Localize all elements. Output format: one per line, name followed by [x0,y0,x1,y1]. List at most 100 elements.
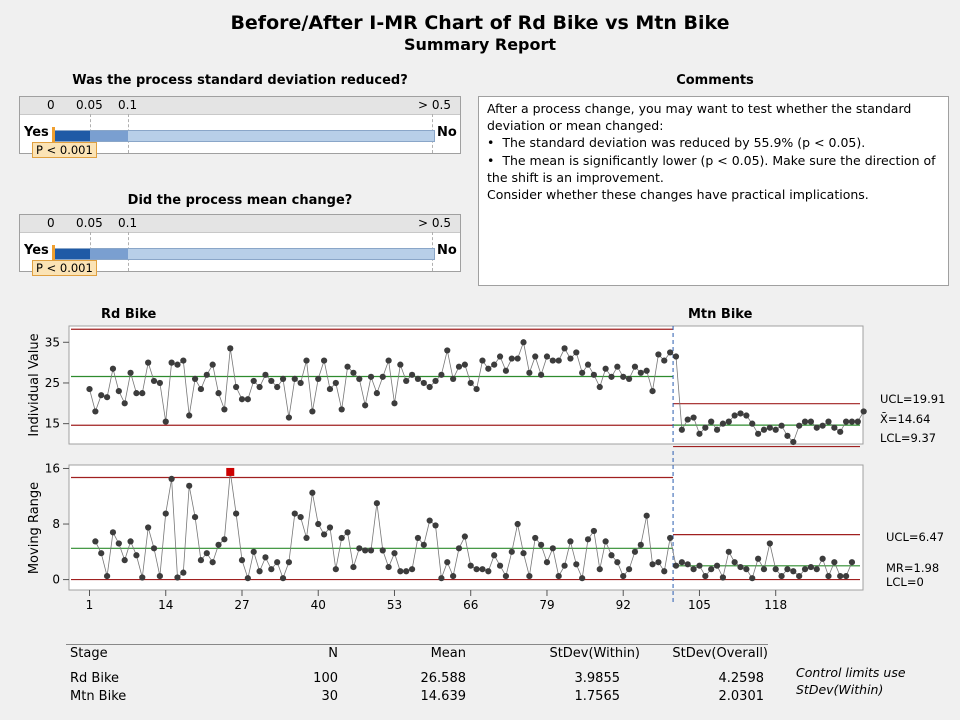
x-tick-label: 118 [764,598,787,612]
question-stdev-title: Was the process standard deviation reduc… [72,73,408,88]
p-value-scale: 0 0.05 0.1 > 0.5 [20,215,460,233]
data-point [450,375,457,382]
data-point [250,377,257,385]
data-point [649,561,656,568]
data-point [356,375,363,382]
no-label: No [437,125,457,140]
data-point [608,552,615,559]
data-point [162,510,169,517]
data-point [485,365,492,372]
data-point [362,402,369,409]
p-value-scale: 0 0.05 0.1 > 0.5 [20,97,460,115]
data-point [755,555,762,562]
data-point [279,375,287,382]
data-point [356,545,363,552]
x-tick-label: 1 [86,598,94,612]
data-point [414,375,422,382]
data-point [696,562,703,569]
data-point [749,575,756,582]
stats-header: N [328,646,338,661]
data-point [837,573,844,580]
data-point [109,529,117,536]
data-point [373,500,380,507]
data-point [837,428,844,435]
data-point [778,573,785,580]
data-point [790,568,797,575]
data-point [233,510,240,517]
scale-tick: 0.1 [118,216,138,230]
data-point [737,410,744,417]
scale-tick: 0 [47,216,55,230]
y-axis-label-moving-range: Moving Range [27,482,42,574]
stats-header-rule [66,644,768,645]
x-axis: 1 14 27 40 53 66 79 92 105 118 [86,590,787,612]
data-point [209,361,216,368]
data-point [326,524,334,531]
data-point [315,520,322,528]
data-point [408,371,416,378]
y-tick-label: 0 [52,573,60,587]
data-point [279,575,287,582]
y-tick-label: 16 [45,461,60,475]
stats-cell: 3.9855 [574,671,621,686]
data-point [367,547,375,554]
data-point [203,550,210,557]
data-point [485,568,492,575]
y-tick-label: 25 [45,376,60,390]
data-point [86,385,93,393]
data-point [379,547,386,554]
scale-tick: > 0.5 [418,216,451,230]
data-point [491,552,498,559]
data-point [520,550,527,557]
data-point [133,390,140,397]
data-point [115,388,122,395]
data-point [496,562,504,569]
data-point [596,383,603,391]
data-point [285,414,293,421]
data-point [191,513,199,521]
data-point [625,375,633,382]
data-point [579,369,586,376]
data-point [661,568,668,575]
data-point [450,573,457,580]
data-point [801,418,809,425]
data-point [221,406,228,413]
data-point [508,355,515,362]
x-tick-label: 14 [158,598,173,612]
data-point [121,557,128,564]
data-point [819,422,826,429]
data-point [508,548,515,555]
data-point [573,561,580,568]
data-point [555,357,562,364]
data-point [790,438,797,446]
data-point [186,412,193,419]
report-subtitle: Summary Report [403,35,557,54]
data-point [713,562,721,569]
data-point [408,566,416,573]
comments-closing: Consider whether these changes have prac… [487,187,869,203]
data-point [156,573,163,580]
data-point [162,418,169,425]
mr-lcl-label: LCL=0 [886,575,924,589]
data-point [397,568,404,575]
data-point [708,418,715,425]
data-point [244,396,251,403]
data-point [637,369,644,376]
data-point [168,359,175,366]
data-point [98,392,105,399]
scale-tick: 0 [47,98,55,112]
data-point [526,369,533,376]
data-point [145,524,152,531]
data-point [573,349,580,356]
data-point [309,408,316,415]
data-point [655,351,662,358]
data-point [274,559,281,566]
data-point [614,363,621,370]
data-point [391,550,398,557]
stats-row: Mtn Bike 30 14.639 1.7565 2.0301 [70,689,770,707]
y-tick-label: 35 [45,335,60,349]
y-axis-label-individual: Individual Value [27,333,42,436]
data-point [713,426,721,433]
stats-header: StDev(Overall) [672,646,768,661]
data-point [227,345,234,352]
